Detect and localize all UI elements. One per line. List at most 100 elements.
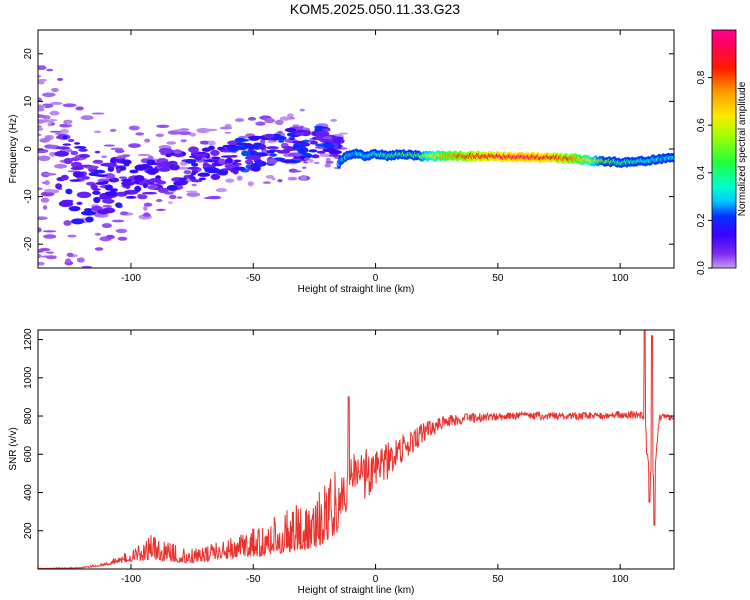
spectral-blob	[72, 171, 84, 178]
spectral-blob	[291, 140, 307, 144]
spectral-speckle	[271, 177, 276, 181]
spectral-blob	[70, 157, 81, 162]
spectral-blob	[293, 142, 305, 147]
spectral-blob	[158, 147, 173, 154]
spectral-speckle	[265, 175, 275, 179]
spectral-speckle	[137, 154, 151, 156]
spectral-blob	[81, 210, 96, 216]
y-tick-label: 800	[23, 407, 34, 424]
spectral-speckle	[177, 196, 183, 199]
spectral-blob	[158, 167, 171, 172]
spectral-blob	[97, 209, 111, 215]
spectral-blob	[173, 149, 182, 155]
x-tick-label: -50	[246, 574, 261, 585]
spectral-blob	[124, 191, 130, 195]
spectral-blob	[309, 140, 318, 145]
spectral-speckle	[155, 208, 166, 211]
spectral-blob	[92, 159, 104, 164]
spectral-blob	[120, 178, 133, 182]
spectral-blob	[115, 202, 123, 208]
spectral-speckle	[135, 132, 145, 136]
spectral-blob	[188, 146, 199, 153]
spectral-speckle	[155, 199, 163, 202]
spectral-blob	[55, 183, 63, 190]
spectral-speckle	[38, 119, 44, 124]
spectral-speckle	[39, 138, 50, 143]
spectral-speckle	[238, 135, 249, 139]
spectral-speckle	[58, 277, 63, 282]
spectral-speckle	[94, 214, 100, 217]
spectral-speckle	[40, 197, 50, 203]
spectral-speckle	[128, 125, 140, 131]
x-tick-label: -100	[121, 574, 141, 585]
spectral-speckle	[325, 157, 331, 162]
spectral-blob	[93, 169, 106, 174]
spectral-blob	[221, 170, 228, 176]
spectral-blob	[308, 149, 318, 153]
spectral-speckle	[102, 204, 113, 208]
spectral-speckle	[262, 181, 271, 184]
spectral-speckle	[42, 205, 48, 210]
spectral-blob	[225, 157, 233, 164]
x-tick-label: -50	[246, 273, 261, 284]
spectral-speckle	[38, 187, 43, 191]
spectral-blob	[73, 146, 87, 149]
spectral-blob	[304, 157, 310, 161]
spectral-speckle	[247, 181, 254, 187]
snr-axes: -100 -50 0 50 100 200 400 600 800 1000 1200	[23, 328, 674, 585]
spectrogram-xlabel: Height of straight line (km)	[298, 284, 415, 295]
spectral-speckle	[91, 112, 105, 115]
spectral-speckle	[142, 213, 151, 217]
spectral-blob	[63, 220, 72, 226]
spectral-speckle	[219, 126, 233, 130]
spectral-blob	[70, 166, 84, 171]
spectral-blob	[166, 184, 178, 191]
spectral-speckle	[38, 104, 47, 109]
spectral-blob	[157, 187, 168, 193]
colorbar-tick-label: 0.4	[696, 165, 707, 179]
spectral-blob	[70, 161, 83, 168]
spectral-speckle	[46, 68, 54, 72]
y-tick-label: 0	[23, 146, 34, 152]
spectral-speckle	[300, 175, 307, 181]
spectral-speckle	[191, 183, 197, 187]
spectral-speckle	[255, 121, 266, 126]
spectral-speckle	[144, 138, 151, 143]
spectral-blob	[62, 143, 72, 146]
y-tick-label: 600	[23, 446, 34, 463]
spectral-speckle	[156, 124, 170, 128]
snr-panel: -100 -50 0 50 100 200 400 600 800 1000 1200 Height…	[8, 328, 675, 596]
x-tick-label: -100	[121, 273, 141, 284]
spectral-blob	[245, 159, 254, 165]
spectral-blob	[236, 163, 242, 166]
colorbar-tick-label: 0.0	[696, 261, 707, 275]
spectral-blob	[109, 188, 118, 193]
spectral-speckle	[196, 127, 210, 134]
spectrogram-data	[38, 65, 674, 282]
colorbar-label: Normalized spectral amplitude	[737, 81, 748, 216]
spectral-blob	[94, 150, 101, 154]
spectral-blob	[281, 146, 295, 149]
spectral-speckle	[288, 168, 298, 173]
spectral-speckle	[38, 107, 45, 112]
x-tick-label: 50	[492, 574, 504, 585]
spectral-speckle	[38, 65, 47, 71]
spectral-speckle	[66, 120, 71, 126]
spectral-speckle	[267, 140, 274, 144]
spectral-blob	[78, 154, 90, 158]
spectral-speckle	[94, 247, 104, 251]
spectral-blob	[248, 135, 263, 140]
spectral-blob	[85, 216, 94, 223]
spectral-speckle	[101, 223, 112, 229]
spectral-blob	[104, 173, 116, 179]
spectral-blob	[85, 165, 99, 170]
chart-title: KOM5.2025.050.11.33.G23	[289, 1, 461, 17]
spectral-blob	[233, 166, 246, 171]
spectral-speckle	[330, 119, 338, 122]
spectral-blob	[191, 162, 199, 167]
spectral-speckle	[177, 131, 192, 136]
spectral-speckle	[313, 161, 320, 165]
spectral-speckle	[54, 164, 68, 169]
spectral-blob	[315, 130, 330, 137]
